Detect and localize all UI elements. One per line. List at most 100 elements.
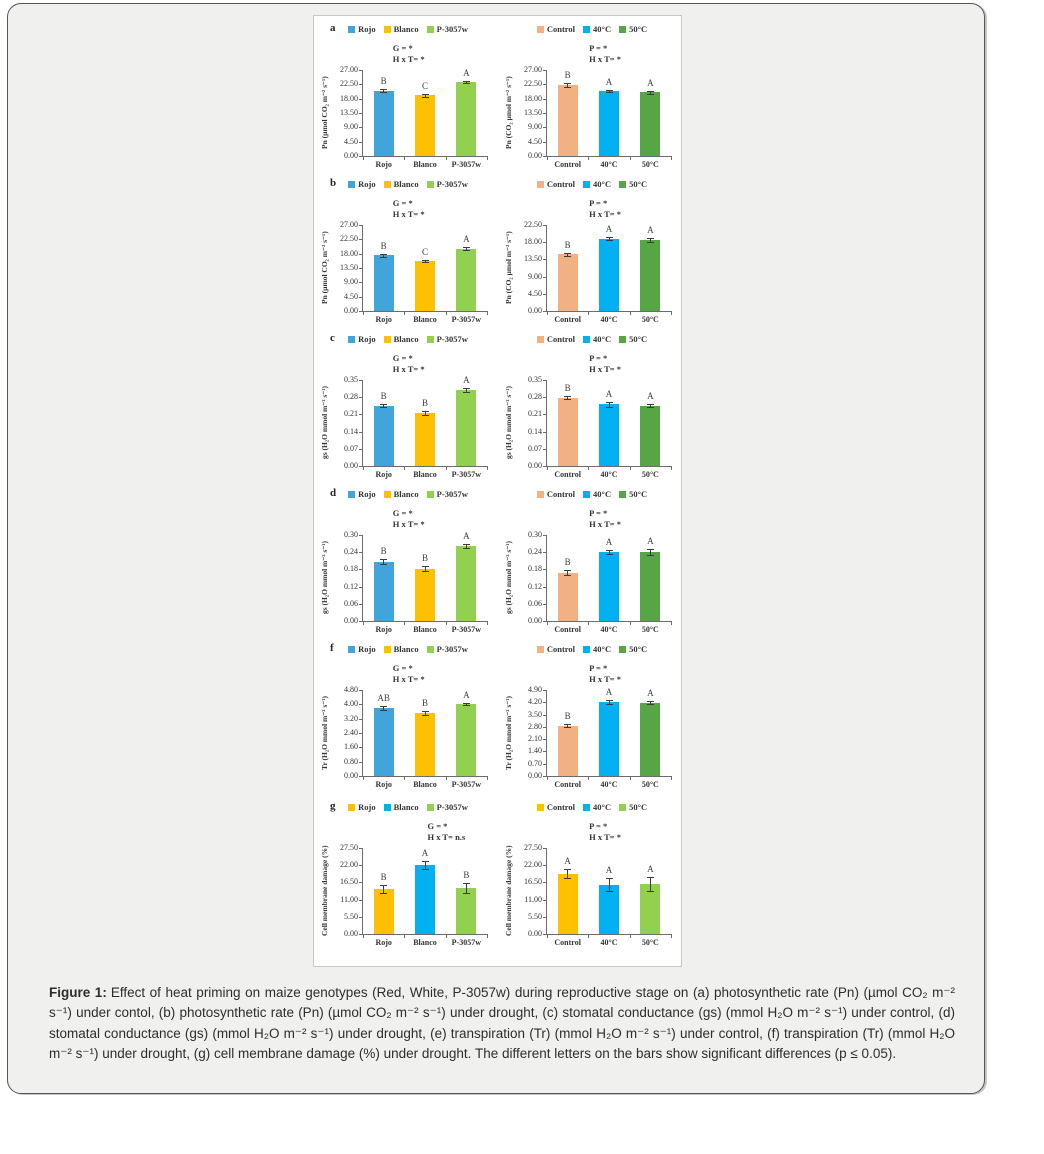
sig-letter-rojo: B	[380, 76, 387, 87]
stats-line-2: H x T= *	[589, 209, 622, 219]
legend-swatch-50-c	[619, 645, 627, 653]
sig-letter-40-c: A	[605, 686, 613, 697]
y-tick-mark	[543, 603, 547, 605]
y-tick-label: 0.00	[528, 771, 542, 780]
x-category-label-50-c: 50°C	[641, 938, 659, 947]
error-cap-bottom	[646, 407, 654, 409]
legend-item-rojo: Rojo	[348, 489, 376, 499]
chart-c-left: Rojo Blanco P-3057w gs (H₂O mmol m⁻² s⁻¹) 0.…	[318, 326, 498, 481]
sig-letter-blanco: B	[421, 397, 428, 408]
y-tick-label: 1.40	[528, 746, 542, 756]
y-tick-mark	[359, 899, 363, 901]
y-tick-mark	[359, 733, 363, 734]
error-bar-control	[567, 724, 569, 728]
y-tick-mark	[543, 414, 547, 416]
y-tick-label: 13.50	[524, 254, 542, 264]
figure-row-5: f Rojo Blanco P-3057w Tr (H₂O mmol m⁻² s⁻¹) 0…	[314, 636, 681, 794]
bar-control	[557, 725, 578, 776]
x-tick-mark	[588, 934, 590, 938]
stats-line-1: G = *	[392, 43, 413, 53]
legend-label-50-c: 50°C	[629, 334, 648, 344]
error-cap-bottom	[605, 890, 613, 892]
y-tick-mark	[359, 704, 363, 706]
legend-swatch-p-3057w	[426, 180, 434, 188]
bar-40-c	[599, 238, 619, 311]
sig-letter-p-3057w: B	[463, 869, 470, 880]
sig-letter-control: B	[564, 239, 571, 250]
error-cap-bottom	[462, 892, 470, 894]
panel-label-d: d	[330, 487, 337, 499]
y-tick-mark	[359, 225, 363, 226]
chart-b-left: Rojo Blanco P-3057w Pn (µmol CO₂ m⁻² s⁻¹) 0.…	[318, 171, 498, 326]
y-tick-label: 0.30	[344, 530, 358, 539]
y-tick-mark	[543, 690, 547, 691]
x-category-label-blanco: Blanco	[413, 315, 437, 324]
y-tick-label: 0.00	[344, 461, 358, 470]
legend-label-control: Control	[546, 802, 576, 812]
y-tick-label: 0.07	[528, 443, 542, 453]
x-tick-mark	[404, 621, 406, 625]
x-category-label-p-3057w: P-3057w	[451, 625, 481, 634]
legend-label-p-3057w: P-3057w	[436, 644, 468, 654]
y-tick-label: 11.00	[524, 894, 542, 904]
x-tick-mark	[671, 466, 672, 470]
bar-control	[557, 397, 578, 466]
y-tick-mark	[359, 718, 363, 720]
error-cap-top	[646, 701, 654, 703]
bar-50-c	[640, 883, 661, 934]
x-tick-mark	[404, 311, 406, 315]
sig-letter-40-c: A	[605, 389, 613, 400]
y-tick-mark	[543, 702, 547, 704]
chart-c-right: Control 40°C 50°C gs (H₂O mmol m⁻² s⁻¹) 0.00…	[502, 326, 682, 481]
y-tick-label: 0.00	[344, 771, 358, 780]
y-tick-mark	[543, 70, 547, 71]
error-bar-50-c	[649, 90, 651, 94]
error-bar-control	[567, 868, 569, 879]
y-tick-label: 0.24	[528, 547, 542, 557]
legend-label-50-c: 50°C	[629, 24, 648, 34]
error-cap-top	[462, 544, 470, 546]
sig-letter-50-c: A	[647, 390, 654, 401]
bar-50-c	[640, 405, 661, 466]
y-tick-mark	[359, 156, 363, 157]
error-bar-blanco	[424, 410, 426, 416]
legend-item-p-3057w: P-3057w	[426, 334, 468, 344]
legend-item-control: Control	[536, 489, 575, 499]
legend-label-blanco: Blanco	[393, 802, 419, 812]
bar-40-c	[599, 91, 619, 156]
y-tick-label: 0.00	[528, 929, 542, 938]
y-tick-label: 27.00	[340, 65, 358, 74]
x-tick-mark	[487, 156, 488, 160]
x-tick-mark	[363, 156, 364, 160]
y-tick-label: 0.30	[528, 530, 542, 539]
y-tick-mark	[359, 934, 363, 935]
legend-swatch-50-c	[619, 490, 627, 498]
x-tick-mark	[588, 311, 590, 315]
legend-item-50-c: 50°C	[619, 644, 647, 654]
chart-b-right: Control 40°C 50°C Pn (CO₂ µmol m⁻² s⁻¹) 0.00…	[502, 171, 682, 326]
error-cap-top	[646, 237, 654, 239]
legend-a-left: Rojo Blanco P-3057w	[318, 24, 498, 34]
y-tick-label: 0.00	[344, 151, 358, 160]
error-cap-top	[380, 253, 388, 255]
chart-f-right: Control 40°C 50°C Tr (H₂O mmol m⁻² s⁻¹) 0.00…	[502, 636, 682, 794]
legend-label-p-3057w: P-3057w	[436, 179, 468, 189]
error-bar-control	[567, 83, 569, 87]
error-cap-top	[564, 868, 572, 870]
legend-label-blanco: Blanco	[393, 489, 419, 499]
sig-letter-rojo: B	[380, 240, 387, 251]
bar-rojo	[373, 405, 394, 466]
error-cap-bottom	[380, 91, 388, 93]
y-tick-label: 0.28	[528, 392, 542, 402]
stats-line-2: H x T= *	[589, 519, 622, 529]
x-category-label-p-3057w: P-3057w	[451, 160, 481, 169]
x-tick-mark	[445, 466, 447, 470]
legend-label-40-c: 40°C	[593, 24, 612, 34]
legend-swatch-50-c	[619, 180, 627, 188]
y-tick-label: 13.50	[340, 263, 358, 272]
legend-label-p-3057w: P-3057w	[436, 24, 468, 34]
error-cap-bottom	[605, 704, 613, 706]
plot-area-b-left: 0.00 4.50 9.00 13.50 18.00 22.50 27.00 B Rojo C Bl…	[340, 198, 488, 324]
stats-annotation: G = * H x T= *	[393, 198, 425, 220]
bar-blanco	[415, 95, 435, 156]
